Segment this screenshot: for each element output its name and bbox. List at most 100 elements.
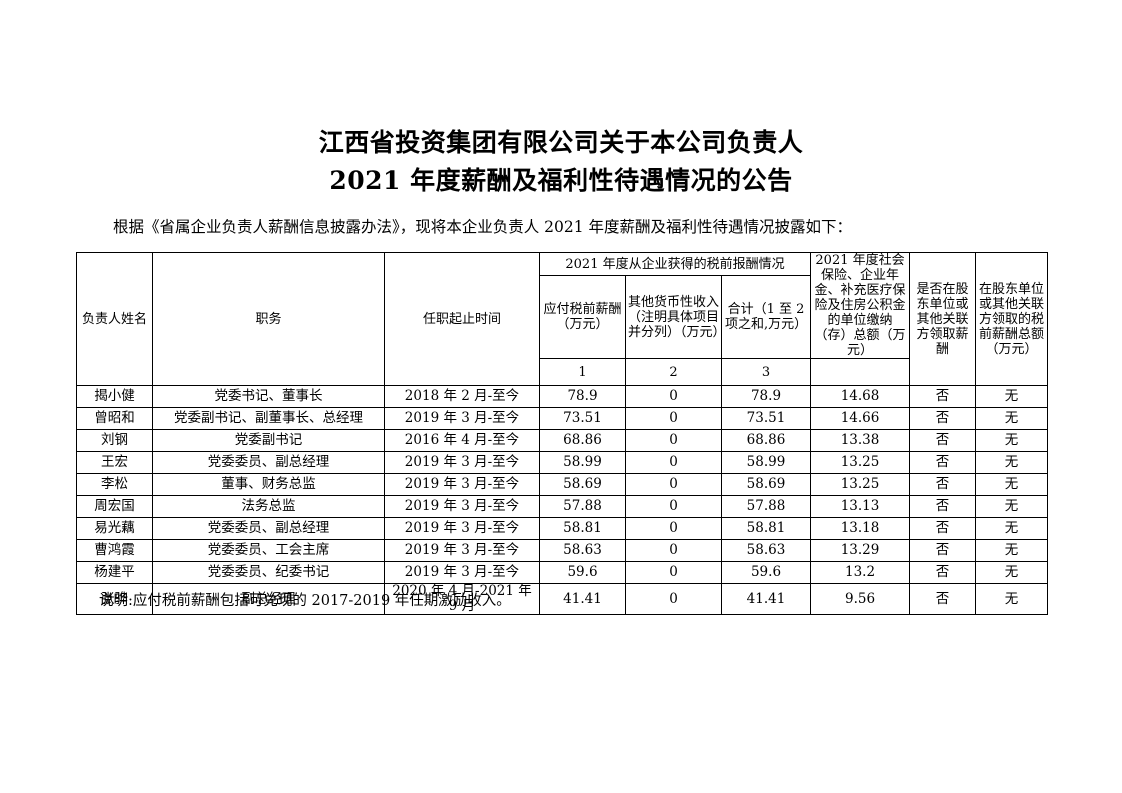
table-body: 揭小健 党委书记、董事长 2018 年 2 月-至今 78.9 0 78.9 14.68 否无… bbox=[76, 385, 1049, 615]
cell-position: 党委副书记 bbox=[152, 429, 385, 452]
page-title: 江西省投资集团有限公司关于本公司负责人 2021 年度薪酬及福利性待遇情况的公告 bbox=[0, 124, 1122, 200]
cell-position: 党委书记、董事长 bbox=[152, 385, 385, 408]
cell-other-monetary: 0 bbox=[625, 583, 722, 615]
cell-social: 9.56 bbox=[810, 583, 911, 615]
table-row: 易光藕 党委委员、副总经理 2019 年 3 月-至今 58.81 0 58.81 13.1… bbox=[76, 517, 1049, 540]
cell-social: 14.66 bbox=[810, 407, 911, 430]
cell-is-related-pay: 否 bbox=[909, 539, 977, 562]
header-row-numbers: 1 2 3 bbox=[77, 358, 1048, 386]
header-total: 合计（1 至 2 项之和,万元） bbox=[720, 275, 812, 359]
header-other-monetary: 其他货币性收入（注明具体项目并分列）（万元） bbox=[625, 275, 726, 359]
cell-period: 2016 年 4 月-至今 bbox=[384, 429, 540, 452]
cell-is-related-pay: 否 bbox=[909, 495, 977, 518]
cell-related-amount: 无 bbox=[975, 451, 1049, 474]
table-row: 李松 董事、财务总监 2019 年 3 月-至今 58.69 0 58.69 13.25 否无 bbox=[76, 473, 1049, 496]
cell-related-amount: 无 bbox=[975, 539, 1049, 562]
header-related-amount: 在股东单位或其他关联方领取的税前薪酬总额（万元） bbox=[975, 252, 1049, 386]
cell-related-amount: 无 bbox=[975, 429, 1049, 452]
cell-payable-pretax: 57.88 bbox=[539, 495, 626, 518]
cell-total: 58.63 bbox=[720, 539, 812, 562]
cell-name: 张骅 bbox=[76, 583, 153, 615]
cell-payable-pretax: 68.86 bbox=[539, 429, 626, 452]
cell-name: 揭小健 bbox=[76, 385, 153, 408]
header-is-related-pay: 是否在股东单位或其他关联方领取薪酬 bbox=[909, 252, 977, 386]
cell-social: 13.25 bbox=[810, 451, 911, 474]
header-social: 2021 年度社会保险、企业年金、补充医疗保险及住房公积金的单位缴纳（存）总额（… bbox=[810, 252, 911, 359]
table-note: 说明:应付税前薪酬包括可兑现的 2017-2019 年任期激励收入。 bbox=[99, 593, 511, 609]
cell-payable-pretax: 73.51 bbox=[539, 407, 626, 430]
cell-social: 13.38 bbox=[810, 429, 911, 452]
table-row: 王宏 党委委员、副总经理 2019 年 3 月-至今 58.99 0 58.99 13.25… bbox=[76, 451, 1049, 474]
cell-position: 副总经理 bbox=[152, 583, 385, 615]
cell-name: 曾昭和 bbox=[76, 407, 153, 430]
cell-position: 党委副书记、副董事长、总经理 bbox=[152, 407, 385, 430]
cell-total: 58.99 bbox=[720, 451, 812, 474]
cell-other-monetary: 0 bbox=[625, 517, 722, 540]
cell-payable-pretax: 58.99 bbox=[539, 451, 626, 474]
cell-total: 41.41 bbox=[720, 583, 812, 615]
cell-social: 13.25 bbox=[810, 473, 911, 496]
disclosure-table: 负责人姓名 职务 任职起止时间 2021 年度从企业获得的税前报酬情况 2021… bbox=[76, 252, 1049, 615]
cell-related-amount: 无 bbox=[975, 495, 1049, 518]
table-row: 周宏国 法务总监 2019 年 3 月-至今 57.88 0 57.88 13.13 否无 bbox=[76, 495, 1049, 518]
cell-position: 党委委员、副总经理 bbox=[152, 517, 385, 540]
cell-position: 董事、财务总监 bbox=[152, 473, 385, 496]
header-social-num-spacer bbox=[810, 358, 911, 386]
cell-other-monetary: 0 bbox=[625, 407, 722, 430]
cell-total: 58.81 bbox=[720, 517, 812, 540]
cell-position: 党委委员、工会主席 bbox=[152, 539, 385, 562]
header-pretax-group: 2021 年度从企业获得的税前报酬情况 bbox=[538, 252, 812, 276]
cell-period: 2019 年 3 月-至今 bbox=[384, 495, 540, 518]
cell-is-related-pay: 否 bbox=[909, 473, 977, 496]
cell-social: 13.13 bbox=[810, 495, 911, 518]
cell-period: 2019 年 3 月-至今 bbox=[384, 561, 540, 584]
cell-name: 刘钢 bbox=[76, 429, 153, 452]
cell-related-amount: 无 bbox=[975, 473, 1049, 496]
cell-is-related-pay: 否 bbox=[909, 451, 977, 474]
cell-other-monetary: 0 bbox=[625, 429, 722, 452]
header-row-group: 负责人姓名 职务 任职起止时间 2021 年度从企业获得的税前报酬情况 2021… bbox=[76, 252, 1049, 386]
header-payable-pretax: 应付税前薪酬（万元） bbox=[539, 275, 626, 359]
cell-total: 68.86 bbox=[720, 429, 812, 452]
cell-other-monetary: 0 bbox=[625, 473, 722, 496]
cell-period: 2019 年 3 月-至今 bbox=[384, 539, 540, 562]
cell-period: 2019 年 3 月-至今 bbox=[384, 473, 540, 496]
cell-is-related-pay: 否 bbox=[909, 385, 977, 408]
cell-total: 57.88 bbox=[720, 495, 812, 518]
table-row: 张骅 副总经理 2020 年 4 月-2021 年 9 月 41.41 0 41.41 9.… bbox=[76, 583, 1049, 615]
cell-social: 13.2 bbox=[810, 561, 911, 584]
cell-other-monetary: 0 bbox=[625, 385, 722, 408]
cell-is-related-pay: 否 bbox=[909, 583, 977, 615]
table-row: 杨建平 党委委员、纪委书记 2019 年 3 月-至今 59.6 0 59.6 13.2 否无 bbox=[76, 561, 1049, 584]
cell-total: 59.6 bbox=[720, 561, 812, 584]
cell-is-related-pay: 否 bbox=[909, 517, 977, 540]
cell-other-monetary: 0 bbox=[625, 561, 722, 584]
cell-related-amount: 无 bbox=[975, 583, 1049, 615]
cell-social: 13.18 bbox=[810, 517, 911, 540]
table-row: 曾昭和 党委副书记、副董事长、总经理 2019 年 3 月-至今 73.51 0 73.5… bbox=[76, 407, 1049, 430]
cell-total: 73.51 bbox=[720, 407, 812, 430]
table-row: 刘钢 党委副书记 2016 年 4 月-至今 68.86 0 68.86 13.38 否无 bbox=[76, 429, 1049, 452]
cell-payable-pretax: 78.9 bbox=[539, 385, 626, 408]
header-row-sub: 应付税前薪酬（万元） 其他货币性收入（注明具体项目并分列）（万元） 合计（1 至… bbox=[77, 275, 1048, 359]
table-row: 曹鸿霞 党委委员、工会主席 2019 年 3 月-至今 58.63 0 58.63 13.2… bbox=[76, 539, 1049, 562]
title-line-2: 2021 年度薪酬及福利性待遇情况的公告 bbox=[329, 166, 793, 195]
intro-paragraph: 根据《省属企业负责人薪酬信息披露办法》，现将本企业负责人 2021 年度薪酬及福… bbox=[113, 218, 853, 236]
cell-name: 王宏 bbox=[76, 451, 153, 474]
cell-period: 2018 年 2 月-至今 bbox=[384, 385, 540, 408]
cell-position: 党委委员、副总经理 bbox=[152, 451, 385, 474]
cell-other-monetary: 0 bbox=[625, 539, 722, 562]
cell-period: 2019 年 3 月-至今 bbox=[384, 407, 540, 430]
cell-is-related-pay: 否 bbox=[909, 429, 977, 452]
header-num-3: 3 bbox=[720, 358, 812, 386]
header-position: 职务 bbox=[152, 252, 385, 386]
cell-social: 14.68 bbox=[810, 385, 911, 408]
cell-social: 13.29 bbox=[810, 539, 911, 562]
cell-name: 周宏国 bbox=[76, 495, 153, 518]
cell-is-related-pay: 否 bbox=[909, 561, 977, 584]
cell-other-monetary: 0 bbox=[625, 451, 722, 474]
cell-period: 2019 年 3 月-至今 bbox=[384, 451, 540, 474]
cell-name: 杨建平 bbox=[76, 561, 153, 584]
cell-related-amount: 无 bbox=[975, 407, 1049, 430]
cell-payable-pretax: 58.69 bbox=[539, 473, 626, 496]
